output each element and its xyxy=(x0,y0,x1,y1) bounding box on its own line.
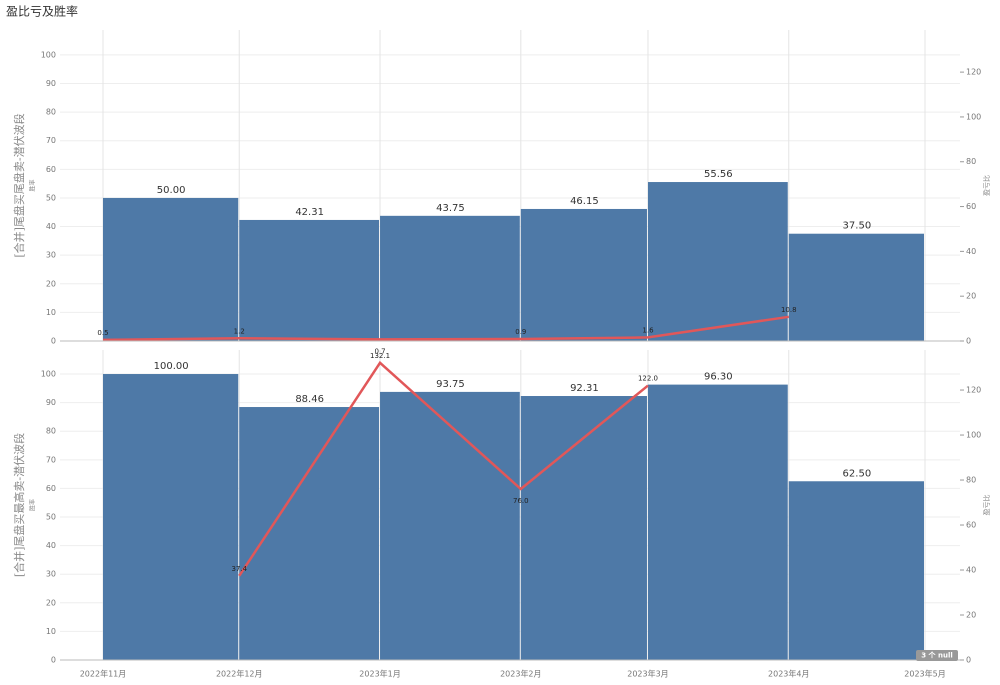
bar xyxy=(380,391,520,660)
line-label: 10.8 xyxy=(781,306,797,314)
null-badge xyxy=(916,650,958,661)
chart-title: 盈比亏及胜率 xyxy=(6,4,78,19)
y-tick-label: 30 xyxy=(46,570,56,579)
y-tick-label: 20 xyxy=(46,279,56,288)
y-tick-label: 100 xyxy=(41,50,56,59)
bar-label: 88.46 xyxy=(295,394,324,405)
y-axis-title: [合并]尾盘买最高卖-潜伏波段 xyxy=(12,433,26,577)
y-axis-title: [合并]尾盘买尾盘卖-潜伏波段 xyxy=(12,113,26,257)
y2-axis-title: 盈亏比 xyxy=(982,495,991,516)
bar xyxy=(520,208,647,341)
y2-tick-label: 0 xyxy=(966,337,971,346)
y-tick-label: 0 xyxy=(51,656,56,665)
y2-tick-label: 80 xyxy=(966,476,976,485)
y-tick-label: 90 xyxy=(46,398,56,407)
y-tick-label: 90 xyxy=(46,79,56,88)
bar-label: 100.00 xyxy=(154,361,189,372)
y-tick-label: 20 xyxy=(46,598,56,607)
bar-label: 92.31 xyxy=(570,383,599,394)
line xyxy=(238,360,649,577)
x-tick-label: 2022年12月 xyxy=(216,669,263,679)
y2-tick-label: 100 xyxy=(966,431,981,440)
bar-label: 42.31 xyxy=(295,207,324,218)
x-tick-label: 2023年3月 xyxy=(627,669,668,679)
line-label: 132.1 xyxy=(370,352,390,360)
x-tick-label: 2022年11月 xyxy=(80,669,127,679)
y-tick-label: 70 xyxy=(46,455,56,464)
line-label: 122.0 xyxy=(638,375,658,383)
bar-label: 55.56 xyxy=(704,169,733,180)
y2-tick-label: 20 xyxy=(966,611,976,620)
bar xyxy=(788,233,924,341)
bar-label: 93.75 xyxy=(436,379,465,390)
bar-label: 96.30 xyxy=(704,372,733,383)
y2-tick-label: 60 xyxy=(966,202,976,211)
y-tick-label: 10 xyxy=(46,308,56,317)
x-tick-label: 2023年5月 xyxy=(904,669,945,679)
y-tick-label: 40 xyxy=(46,222,56,231)
bar xyxy=(239,219,380,341)
x-tick-label: 2023年2月 xyxy=(500,669,541,679)
line-label: 37.4 xyxy=(231,565,247,573)
bar xyxy=(103,374,239,660)
bar xyxy=(103,197,239,341)
bar-label: 50.00 xyxy=(157,185,186,196)
bar xyxy=(239,407,380,660)
bar xyxy=(647,182,788,341)
bar-label: 62.50 xyxy=(843,468,872,479)
y-tick-label: 80 xyxy=(46,108,56,117)
y2-tick-label: 60 xyxy=(966,521,976,530)
y2-tick-label: 120 xyxy=(966,386,981,395)
bar xyxy=(520,396,647,660)
y-tick-label: 80 xyxy=(46,427,56,436)
y-axis-subtitle: 胜率 xyxy=(29,499,37,511)
bar xyxy=(788,481,924,660)
y-tick-label: 50 xyxy=(46,193,56,202)
y-tick-label: 60 xyxy=(46,165,56,174)
y-tick-label: 100 xyxy=(41,370,56,379)
bar-label: 43.75 xyxy=(436,203,465,214)
line-label: 76.0 xyxy=(513,497,529,505)
y2-tick-label: 40 xyxy=(966,566,976,575)
y2-tick-label: 20 xyxy=(966,292,976,301)
x-tick-label: 2023年1月 xyxy=(359,669,400,679)
y-axis-subtitle: 胜率 xyxy=(29,179,37,191)
y-tick-label: 40 xyxy=(46,541,56,550)
bar xyxy=(380,215,520,341)
y-tick-label: 60 xyxy=(46,484,56,493)
line-label: 0.5 xyxy=(97,329,108,337)
bar-label: 46.15 xyxy=(570,196,599,207)
y-tick-label: 50 xyxy=(46,513,56,522)
bar xyxy=(647,384,788,660)
y-tick-label: 30 xyxy=(46,251,56,260)
null-note: 3 个 null xyxy=(921,651,953,660)
y2-tick-label: 80 xyxy=(966,157,976,166)
y2-tick-label: 0 xyxy=(966,656,971,665)
y-tick-label: 70 xyxy=(46,136,56,145)
y2-tick-label: 120 xyxy=(966,68,981,77)
line xyxy=(102,315,789,342)
y-tick-label: 0 xyxy=(51,337,56,346)
y2-axis-title: 盈亏比 xyxy=(982,175,991,196)
y2-tick-label: 100 xyxy=(966,112,981,121)
line-label: 1.6 xyxy=(642,326,654,334)
x-tick-label: 2023年4月 xyxy=(768,669,809,679)
line-label: 1.2 xyxy=(234,327,245,335)
y2-tick-label: 40 xyxy=(966,247,976,256)
line-label: 0.9 xyxy=(515,328,526,336)
y-tick-label: 10 xyxy=(46,627,56,636)
bar-label: 37.50 xyxy=(843,221,872,232)
